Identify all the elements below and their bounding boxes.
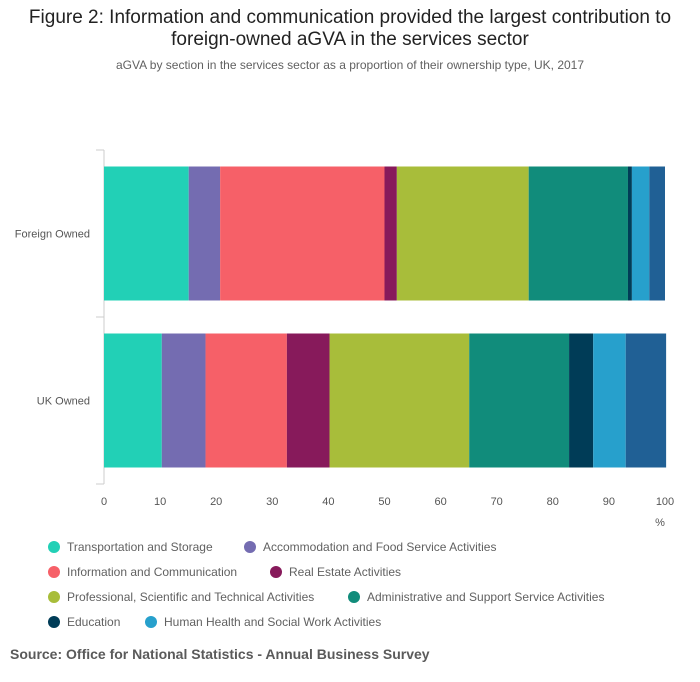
bar-segment-foreign-1[interactable]: [188, 166, 221, 301]
bar-segment-foreign-6[interactable]: [627, 166, 632, 301]
legend-item[interactable]: Real Estate Activities: [270, 565, 401, 579]
bar-segment-foreign-2[interactable]: [220, 166, 385, 301]
bar-segment-uk-8[interactable]: [625, 333, 667, 468]
category-label: UK Owned: [37, 396, 90, 408]
bar-segment-foreign-5[interactable]: [528, 166, 628, 301]
x-tick-label: 60: [434, 496, 446, 508]
bar-segment-uk-1[interactable]: [161, 333, 206, 468]
bar-segment-uk-7[interactable]: [593, 333, 626, 468]
stacked-bar-chart: Foreign Owned UK Owned 0 10 20 30 40 50 60 70 80 90…: [15, 149, 674, 529]
legend-item[interactable]: Accommodation and Food Service Activitie…: [244, 540, 496, 554]
chart-title: Figure 2: Information and communication …: [28, 7, 672, 50]
legend-label: Human Health and Social Work Activities: [164, 615, 382, 629]
legend-swatch: [48, 566, 60, 578]
bar-segment-uk-5[interactable]: [469, 333, 570, 468]
x-tick-label: 40: [322, 496, 334, 508]
bar-segment-uk-2[interactable]: [205, 333, 287, 468]
legend-swatch: [244, 541, 256, 553]
chart-subtitle: aGVA by section in the services sector a…: [115, 58, 585, 72]
x-tick-label: 80: [547, 496, 559, 508]
x-tick-label: 20: [210, 496, 222, 508]
bar-segment-uk-6[interactable]: [569, 333, 594, 468]
bar-segment-uk-3[interactable]: [286, 333, 330, 468]
legend-swatch: [48, 541, 60, 553]
x-tick-label: 70: [491, 496, 503, 508]
legend-label: Transportation and Storage: [67, 540, 213, 554]
x-tick-label: 90: [603, 496, 615, 508]
legend-label: Information and Communication: [67, 565, 238, 579]
legend-swatch: [48, 591, 60, 603]
bar-segment-foreign-3[interactable]: [384, 166, 397, 301]
legend-label: Education: [67, 615, 121, 629]
legend-label: Administrative and Support Service Activ…: [367, 590, 605, 604]
x-tick-label: 50: [378, 496, 390, 508]
x-tick-label: 0: [101, 496, 107, 508]
bar-segment-uk-4[interactable]: [329, 333, 470, 468]
legend-item[interactable]: Professional, Scientific and Technical A…: [48, 590, 314, 604]
legend-item[interactable]: Human Health and Social Work Activities: [145, 615, 381, 629]
legend-label: Accommodation and Food Service Activitie…: [263, 540, 497, 554]
x-tick-label: 10: [154, 496, 166, 508]
legend-swatch: [145, 616, 157, 628]
legend-item[interactable]: Administrative and Support Service Activ…: [348, 590, 604, 604]
legend-swatch: [48, 616, 60, 628]
x-axis-label: %: [655, 517, 665, 529]
bar-segment-foreign-7[interactable]: [631, 166, 650, 301]
legend-swatch: [348, 591, 360, 603]
legend-item[interactable]: Education: [48, 615, 120, 629]
legend-label: Professional, Scientific and Technical A…: [67, 590, 315, 604]
x-tick-label: 100: [656, 496, 674, 508]
bar-segment-uk-0[interactable]: [104, 333, 162, 468]
legend-swatch: [270, 566, 282, 578]
legend-label: Real Estate Activities: [289, 565, 402, 579]
legend-item[interactable]: Information and Communication: [48, 565, 237, 579]
source-note: Source: Office for National Statistics -…: [10, 646, 430, 662]
x-tick-label: 30: [266, 496, 278, 508]
legend-item[interactable]: Transportation and Storage: [48, 540, 213, 554]
category-label: Foreign Owned: [15, 229, 90, 241]
bar-segment-foreign-8[interactable]: [649, 166, 665, 301]
bar-segment-foreign-4[interactable]: [396, 166, 529, 301]
bar-segment-foreign-0[interactable]: [104, 166, 189, 301]
